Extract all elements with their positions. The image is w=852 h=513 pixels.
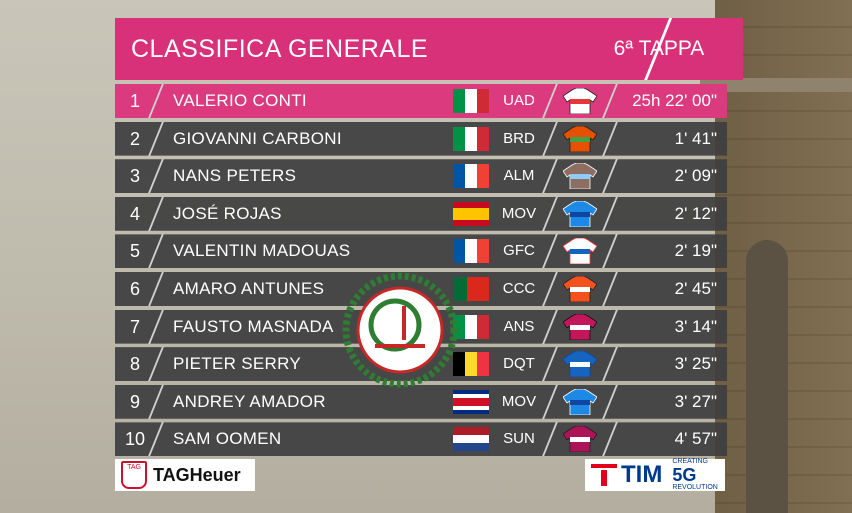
tim-mark-icon bbox=[591, 464, 617, 486]
rank-number: 7 bbox=[129, 316, 140, 337]
team-code: DQT bbox=[503, 355, 535, 373]
gap-time: 3' 27" bbox=[674, 391, 717, 411]
team-code: CCC bbox=[502, 279, 536, 297]
rider-name: VALERIO CONTI bbox=[173, 91, 307, 110]
alm-jersey-icon bbox=[563, 163, 597, 190]
rank-number: 10 bbox=[124, 429, 146, 450]
standings-row: 5 VALENTIN MADOUAS GFC 2' 19" bbox=[115, 234, 727, 269]
gap-time: 25h 22' 00" bbox=[632, 91, 717, 110]
rank-number: 2 bbox=[129, 128, 140, 149]
row-background bbox=[115, 384, 727, 419]
standings-row: 10 SAM OOMEN SUN 4' 57" bbox=[115, 422, 727, 457]
stage-label: 6ª TAPPA bbox=[613, 37, 705, 60]
rider-name: VALENTIN MADOUAS bbox=[173, 241, 351, 261]
team-code: SUN bbox=[503, 430, 535, 448]
uad-jersey-icon bbox=[563, 88, 597, 114]
row-background bbox=[115, 121, 727, 156]
gap-time: 1' 41" bbox=[674, 128, 717, 148]
rank-number: 3 bbox=[129, 166, 140, 187]
rider-name: NANS PETERS bbox=[173, 166, 297, 186]
row-background bbox=[115, 196, 727, 231]
team-code: ALM bbox=[503, 167, 535, 185]
gap-time: 2' 09" bbox=[674, 166, 717, 186]
gap-time: 3' 25" bbox=[674, 354, 717, 374]
tag-shield-icon: TAG bbox=[121, 461, 147, 489]
team-code: GFC bbox=[503, 242, 535, 260]
standings-row: 4 JOSÉ ROJAS MOV 2' 12" bbox=[115, 196, 727, 231]
row-background bbox=[115, 234, 727, 269]
5g-badge: CREATING 5G REVOLUTION bbox=[672, 458, 718, 492]
team-code: ANS bbox=[503, 317, 535, 335]
5g-creating: CREATING bbox=[672, 458, 708, 465]
gfc-jersey-icon bbox=[563, 238, 597, 265]
rider-name: AMARO ANTUNES bbox=[173, 278, 325, 298]
rank-number: 9 bbox=[129, 391, 140, 412]
sun-jersey-icon bbox=[563, 426, 597, 453]
rider-name: ANDREY AMADOR bbox=[173, 391, 326, 411]
rider-name: SAM OOMEN bbox=[173, 429, 282, 449]
standings-header: CLASSIFICA GENERALE 6ª TAPPA bbox=[115, 18, 743, 80]
rider-name: GIOVANNI CARBONI bbox=[173, 128, 342, 148]
ccc-jersey-icon bbox=[563, 275, 597, 302]
spain-flag-icon bbox=[453, 201, 489, 226]
rank-number: 1 bbox=[129, 91, 140, 111]
mov-jersey-icon bbox=[563, 200, 597, 227]
row-background bbox=[115, 422, 727, 457]
team-code: MOV bbox=[501, 392, 537, 410]
france-flag-icon bbox=[453, 164, 489, 189]
rank-number: 8 bbox=[129, 354, 140, 375]
italy-flag-icon bbox=[453, 126, 489, 151]
rank-number: 6 bbox=[129, 278, 140, 299]
team-code: BRD bbox=[503, 129, 535, 147]
dqt-jersey-icon bbox=[563, 351, 597, 378]
rider-name: FAUSTO MASNADA bbox=[173, 316, 334, 336]
cycling-club-watermark bbox=[342, 272, 458, 388]
france-flag-icon bbox=[453, 239, 489, 264]
row-background bbox=[115, 159, 727, 194]
standings-row: 2 GIOVANNI CARBONI BRD 1' 41" bbox=[115, 121, 727, 156]
portugal-flag-icon bbox=[453, 276, 489, 301]
row-background bbox=[115, 84, 727, 118]
rank-number: 5 bbox=[129, 241, 140, 262]
gap-time: 2' 19" bbox=[674, 241, 717, 261]
tagheuer-logo: TAG TAGHeuer bbox=[115, 459, 255, 491]
rider-name: JOSÉ ROJAS bbox=[173, 203, 282, 223]
rider-name: PIETER SERRY bbox=[173, 354, 301, 374]
tim-wordmark: TIM bbox=[621, 461, 663, 488]
5g-label: 5G bbox=[672, 465, 697, 485]
standings-row: 9 ANDREY AMADOR MOV 3' 27" bbox=[115, 384, 727, 419]
gap-time: 2' 12" bbox=[674, 203, 717, 223]
brd-jersey-icon bbox=[563, 125, 597, 152]
standings-row: 1 VALERIO CONTI UAD 25h 22' 00" bbox=[115, 84, 727, 118]
gap-time: 4' 57" bbox=[674, 429, 717, 449]
5g-revolution: REVOLUTION bbox=[672, 484, 718, 491]
team-code: MOV bbox=[501, 204, 537, 222]
gap-time: 3' 14" bbox=[674, 316, 717, 336]
tagheuer-wordmark: TAGHeuer bbox=[153, 464, 241, 485]
standings-title: CLASSIFICA GENERALE bbox=[131, 35, 429, 63]
ans-jersey-icon bbox=[563, 313, 597, 340]
building-cornice bbox=[700, 78, 852, 92]
gap-time: 2' 45" bbox=[674, 278, 717, 298]
netherlands-flag-icon bbox=[453, 427, 489, 452]
tim-logo: TIM CREATING 5G REVOLUTION bbox=[585, 458, 725, 492]
building-arch bbox=[746, 240, 788, 513]
standings-row: 3 NANS PETERS ALM 2' 09" bbox=[115, 159, 727, 194]
rank-number: 4 bbox=[129, 203, 140, 224]
team-code: UAD bbox=[503, 92, 535, 109]
belgium-flag-icon bbox=[453, 352, 489, 377]
mov-jersey-icon bbox=[563, 388, 597, 415]
italy-flag-icon bbox=[453, 89, 489, 113]
costa-rica-flag-icon bbox=[453, 389, 489, 414]
